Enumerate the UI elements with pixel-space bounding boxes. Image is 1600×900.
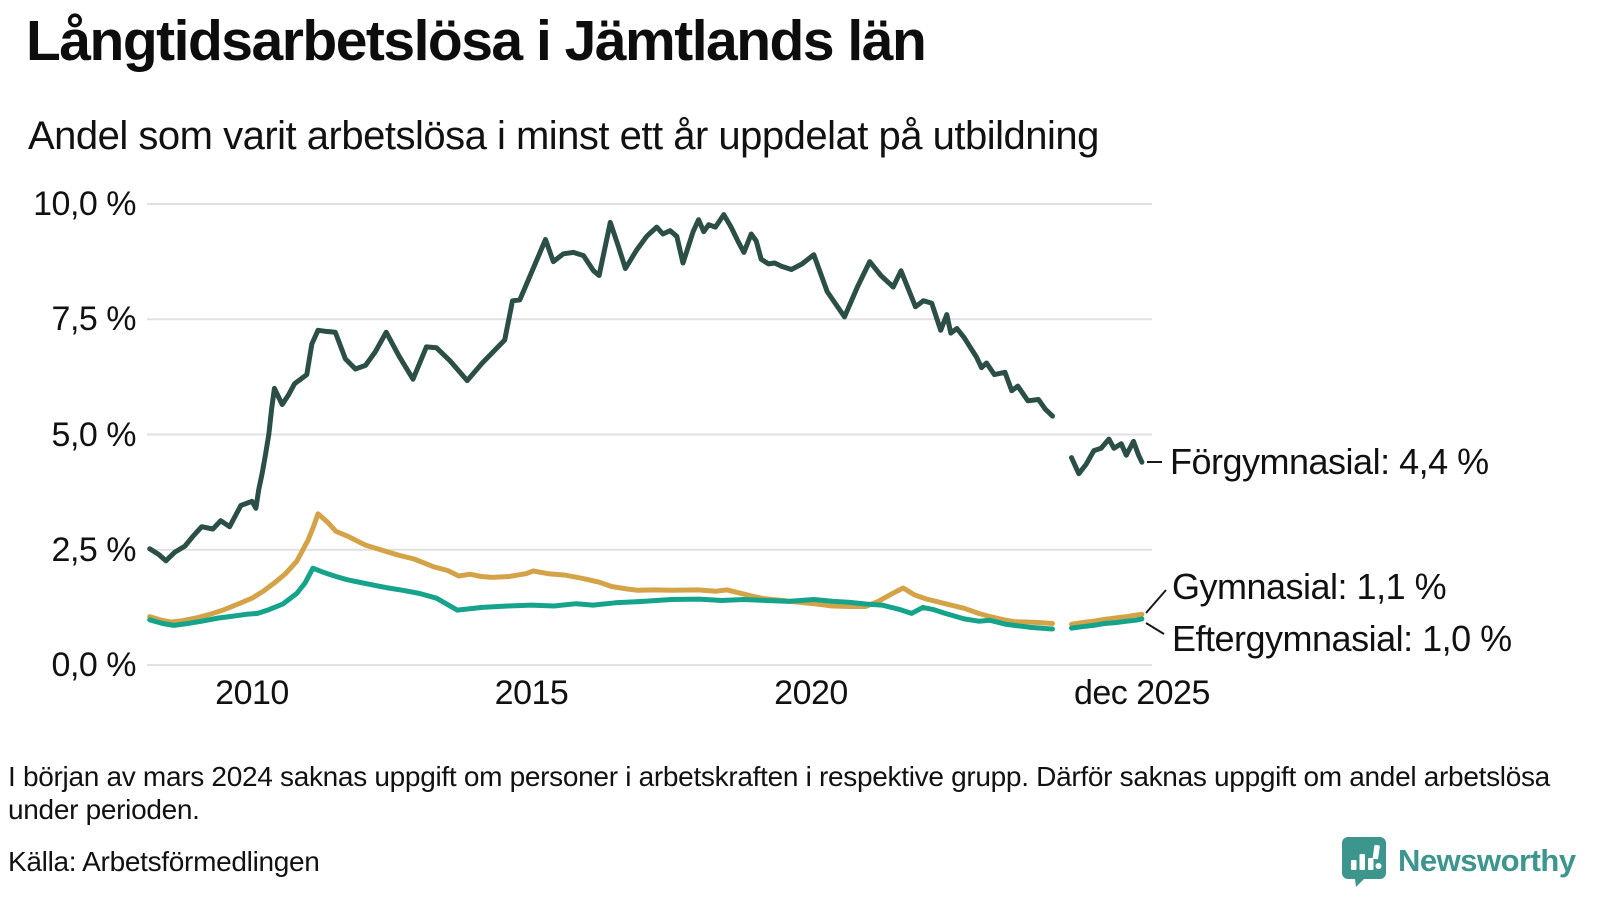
- series-line-eftergymnasial: [1069, 616, 1145, 631]
- series-line-gymnasial: [1069, 611, 1145, 627]
- speech-bubble-bar-chart-icon: [1342, 837, 1386, 887]
- series-line-gymnasial: [147, 511, 1055, 626]
- series-line-eftergymnasial: [147, 565, 1055, 632]
- newsworthy-wordmark: Newsworthy: [1398, 843, 1576, 878]
- series-line-forgymnasial: [147, 212, 1055, 564]
- series-line-forgymnasial: [1069, 436, 1145, 477]
- callout-connector-eftergymnasial: [1145, 622, 1165, 635]
- callout-connector-gymnasial: [1145, 589, 1167, 614]
- newsworthy-logo[interactable]: Newsworthy: [1340, 835, 1576, 887]
